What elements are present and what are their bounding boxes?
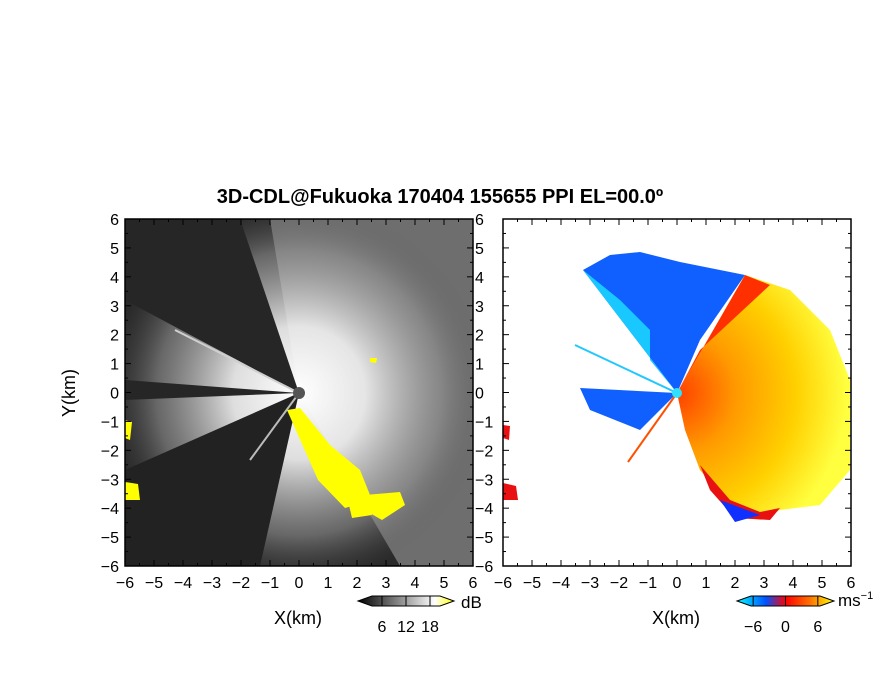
reflectivity-x-axis-label: X(km) — [274, 608, 322, 628]
reflectivity-y-tick-label-right: 1 — [475, 357, 484, 374]
velocity-x-axis-label: X(km) — [652, 608, 700, 628]
reflectivity-x-tick-label: 1 — [324, 575, 333, 592]
reflectivity-x-tick-label: −6 — [116, 575, 134, 592]
velocity-x-tick-label: 6 — [847, 575, 856, 592]
reflectivity-x-tick-label: 2 — [353, 575, 362, 592]
reflectivity-colorbar: dB 6 12 18 — [356, 593, 482, 636]
velocity-x-tick-label: −5 — [523, 575, 541, 592]
reflectivity-y-tick-label: −6 — [101, 559, 119, 576]
reflectivity-y-tick-label: −5 — [101, 530, 119, 547]
reflectivity-y-tick-label-right: 0 — [475, 386, 484, 403]
reflectivity-x-tick-label: −2 — [232, 575, 250, 592]
reflectivity-y-tick-label-right: −6 — [475, 559, 493, 576]
velocity-axes: −6 −5 −4 −3 −2 −1 0 1 2 3 4 5 6 — [494, 218, 856, 592]
reflectivity-y-tick-label: 3 — [110, 299, 119, 316]
reflectivity-colorbar-unit: dB — [461, 593, 482, 612]
reflectivity-colorbar-tick-label: 18 — [421, 619, 439, 636]
velocity-x-tick-label: −3 — [581, 575, 599, 592]
reflectivity-x-tick-label: −4 — [174, 575, 192, 592]
reflectivity-colorbar-tick-label: 6 — [378, 619, 387, 636]
reflectivity-y-tick-label: 1 — [110, 357, 119, 374]
reflectivity-y-tick-label-right: −1 — [475, 414, 493, 431]
reflectivity-y-tick-label: 5 — [110, 241, 119, 258]
velocity-field — [503, 252, 850, 522]
velocity-x-tick-label: 0 — [673, 575, 682, 592]
reflectivity-y-tick-label-right: 3 — [475, 299, 484, 316]
reflectivity-y-tick-label-right: 4 — [475, 270, 484, 287]
velocity-colorbar-tick-label: 0 — [781, 619, 790, 636]
reflectivity-y-tick-label: 6 — [110, 212, 119, 229]
velocity-colorbar-unit: ms−1 — [838, 590, 873, 610]
reflectivity-x-tick-label: 3 — [382, 575, 391, 592]
velocity-x-tick-label: −1 — [639, 575, 657, 592]
reflectivity-colorbar-tick-label: 12 — [397, 619, 415, 636]
reflectivity-y-tick-label: 4 — [110, 270, 119, 287]
reflectivity-y-tick-label-right: −4 — [475, 501, 493, 518]
reflectivity-y-tick-label-right: 6 — [475, 212, 484, 229]
reflectivity-y-tick-label: 2 — [110, 328, 119, 345]
reflectivity-y-tick-label: −1 — [101, 414, 119, 431]
velocity-colorbar-tick-label: 6 — [813, 619, 822, 636]
reflectivity-x-tick-label: −3 — [203, 575, 221, 592]
reflectivity-x-tick-label: 5 — [440, 575, 449, 592]
reflectivity-y-tick-label: 0 — [110, 386, 119, 403]
reflectivity-y-tick-label-right: 2 — [475, 328, 484, 345]
velocity-colorbar: ms−1 −6 0 6 — [735, 590, 873, 636]
reflectivity-x-tick-label: 0 — [295, 575, 304, 592]
velocity-colorbar-tick-label: −6 — [744, 619, 762, 636]
velocity-x-tick-label: −6 — [494, 575, 512, 592]
velocity-x-tick-label: −4 — [552, 575, 570, 592]
reflectivity-y-tick-label: −3 — [101, 472, 119, 489]
reflectivity-y-tick-label-right: −5 — [475, 530, 493, 547]
reflectivity-x-tick-label: −5 — [145, 575, 163, 592]
reflectivity-x-tick-label: 6 — [469, 575, 478, 592]
reflectivity-y-tick-label: −4 — [101, 501, 119, 518]
velocity-panel — [502, 218, 852, 567]
reflectivity-y-tick-label-right: −3 — [475, 472, 493, 489]
velocity-x-tick-label: 4 — [789, 575, 798, 592]
reflectivity-panel — [124, 218, 474, 567]
reflectivity-y-tick-label: −2 — [101, 443, 119, 460]
chart-title: 3D-CDL@Fukuoka 170404 155655 PPI EL=00.0… — [216, 186, 664, 208]
reflectivity-y-tick-label-right: 5 — [475, 241, 484, 258]
velocity-x-tick-label: 2 — [731, 575, 740, 592]
reflectivity-field — [125, 219, 473, 566]
reflectivity-x-tick-label: 4 — [411, 575, 420, 592]
y-axis-label: Y(km) — [59, 369, 79, 417]
velocity-x-tick-label: 5 — [818, 575, 827, 592]
velocity-x-tick-label: −2 — [610, 575, 628, 592]
reflectivity-axes: −6 −5 −4 −3 −2 −1 0 1 2 3 4 5 66 65 54 43 32 21 10 0−1 −1−2−… — [101, 212, 494, 592]
velocity-x-tick-label: 1 — [702, 575, 711, 592]
velocity-x-tick-label: 3 — [760, 575, 769, 592]
reflectivity-x-tick-label: −1 — [261, 575, 279, 592]
reflectivity-y-tick-label-right: −2 — [475, 443, 493, 460]
